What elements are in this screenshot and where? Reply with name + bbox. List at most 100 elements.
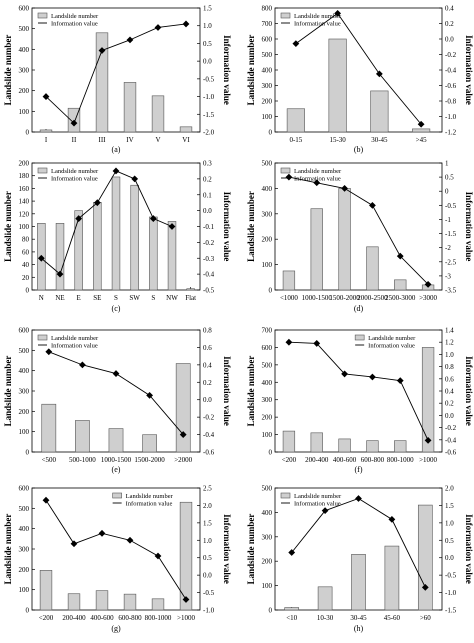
panel-caption: (f) bbox=[355, 465, 363, 474]
plot-frame bbox=[274, 162, 443, 291]
panel-caption: (d) bbox=[354, 304, 364, 313]
right-tick-label: -0.5 bbox=[445, 202, 457, 210]
bar bbox=[149, 216, 158, 291]
x-tick-label: 400-600 bbox=[90, 614, 114, 622]
information-value-point bbox=[112, 370, 120, 377]
information-value-point bbox=[56, 270, 64, 278]
left-axis-title: Landslide number bbox=[246, 191, 256, 262]
left-axis-title: Landslide number bbox=[3, 356, 13, 427]
information-value-point bbox=[98, 529, 106, 537]
information-value-point bbox=[149, 215, 157, 222]
chart-panel-a: 0 100 200 300 400 500 600 -2.0 -1.5 -1.0 -0.5 0.0 0.… bbox=[3, 5, 232, 155]
left-tick-label: 300 bbox=[19, 546, 30, 554]
left-tick-label: 0 bbox=[26, 129, 30, 137]
x-tick-label: 200-400 bbox=[62, 614, 86, 622]
x-tick-label: I bbox=[45, 136, 48, 144]
legend-bar-label: Landslide number bbox=[294, 13, 342, 20]
right-tick-label: 0 bbox=[445, 188, 449, 196]
information-value-point bbox=[388, 515, 396, 523]
panel-caption: (h) bbox=[354, 624, 364, 633]
legend-bar-swatch bbox=[280, 12, 291, 19]
bar bbox=[284, 607, 300, 611]
bar bbox=[175, 363, 191, 453]
right-tick-label: -0.4 bbox=[445, 436, 457, 444]
left-tick-label: 200 bbox=[262, 558, 273, 566]
information-value-point bbox=[131, 175, 139, 183]
information-value-line bbox=[45, 499, 187, 600]
x-tick-label: E bbox=[77, 294, 81, 302]
panel-caption: (b) bbox=[354, 145, 364, 154]
information-value-line bbox=[288, 341, 429, 441]
bar bbox=[186, 288, 195, 291]
right-tick-label: 1.4 bbox=[445, 327, 454, 335]
x-tick-label: III bbox=[99, 136, 107, 144]
left-axis-title: Landslide number bbox=[3, 514, 13, 585]
x-tick-label: >60 bbox=[420, 614, 431, 622]
left-tick-label: 500 bbox=[19, 25, 30, 33]
information-value-point bbox=[182, 20, 190, 28]
left-tick-label: 160 bbox=[19, 185, 30, 193]
information-value-point bbox=[288, 549, 296, 556]
right-tick-label: -1.0 bbox=[445, 113, 457, 121]
bar bbox=[179, 501, 193, 611]
x-tick-label: 800-1000 bbox=[387, 456, 414, 464]
right-tick-label: -1.0 bbox=[445, 589, 457, 597]
information-value-point bbox=[369, 201, 376, 209]
bar bbox=[282, 270, 296, 291]
left-axis-title: Landslide number bbox=[246, 356, 256, 427]
x-tick-label: SE bbox=[93, 294, 101, 302]
information-value-point bbox=[334, 10, 342, 17]
right-axis-title: Information value bbox=[222, 192, 232, 262]
legend-bar-swatch bbox=[37, 334, 48, 341]
information-value-point bbox=[42, 93, 50, 100]
right-tick-label: 1.0 bbox=[445, 351, 454, 359]
bar bbox=[384, 545, 400, 611]
legend-bar-swatch bbox=[280, 492, 291, 499]
left-tick-label: 100 bbox=[19, 586, 30, 594]
legend-bar-swatch bbox=[37, 12, 48, 19]
x-tick-label: 1500-2000 bbox=[134, 456, 165, 464]
x-tick-label: Flat bbox=[185, 294, 196, 302]
chart-panel-f: 0 100 200 300 400 500 600 700 -0.6 -0.4 -0.2 0.0 0.2… bbox=[246, 327, 474, 475]
right-tick-label: 1.5 bbox=[203, 5, 212, 13]
bar bbox=[317, 586, 333, 611]
x-tick-label: 2500-3000 bbox=[385, 294, 416, 302]
right-tick-label: 1.5 bbox=[203, 519, 212, 527]
right-axis-title: Information value bbox=[222, 356, 232, 426]
information-value-line bbox=[45, 23, 187, 124]
bar bbox=[39, 129, 53, 133]
left-tick-label: 300 bbox=[262, 533, 273, 541]
legend-bar-label: Landslide number bbox=[126, 493, 174, 500]
x-tick-label: <200 bbox=[39, 614, 54, 622]
legend-line-label: Information value bbox=[51, 343, 98, 350]
right-tick-label: 0.0 bbox=[203, 58, 212, 66]
left-axis-title: Landslide number bbox=[246, 514, 256, 585]
x-tick-label: SW bbox=[129, 294, 140, 302]
left-tick-label: 500 bbox=[262, 485, 273, 493]
information-value-point bbox=[341, 370, 348, 378]
information-value-point bbox=[154, 552, 162, 560]
information-value-point bbox=[154, 24, 162, 31]
information-value-line bbox=[295, 12, 422, 125]
legend-line-label: Information value bbox=[51, 176, 98, 183]
legend-bar-label: Landslide number bbox=[294, 168, 342, 175]
legend-line-label: Information value bbox=[51, 21, 98, 28]
left-tick-label: 300 bbox=[262, 210, 273, 218]
left-tick-label: 300 bbox=[262, 396, 273, 404]
left-axis-title: Landslide number bbox=[3, 191, 13, 262]
bar bbox=[67, 593, 81, 611]
bar bbox=[95, 590, 109, 611]
left-tick-label: 200 bbox=[262, 236, 273, 244]
information-value-point bbox=[313, 179, 321, 187]
right-tick-label: -0.5 bbox=[203, 589, 215, 597]
bar bbox=[394, 279, 407, 291]
panel-caption: (g) bbox=[111, 624, 121, 633]
right-tick-label: 0.5 bbox=[445, 537, 454, 545]
left-tick-label: 500 bbox=[262, 361, 273, 369]
legend-bar-swatch bbox=[354, 334, 365, 341]
bar bbox=[123, 82, 137, 133]
bar bbox=[151, 95, 165, 133]
